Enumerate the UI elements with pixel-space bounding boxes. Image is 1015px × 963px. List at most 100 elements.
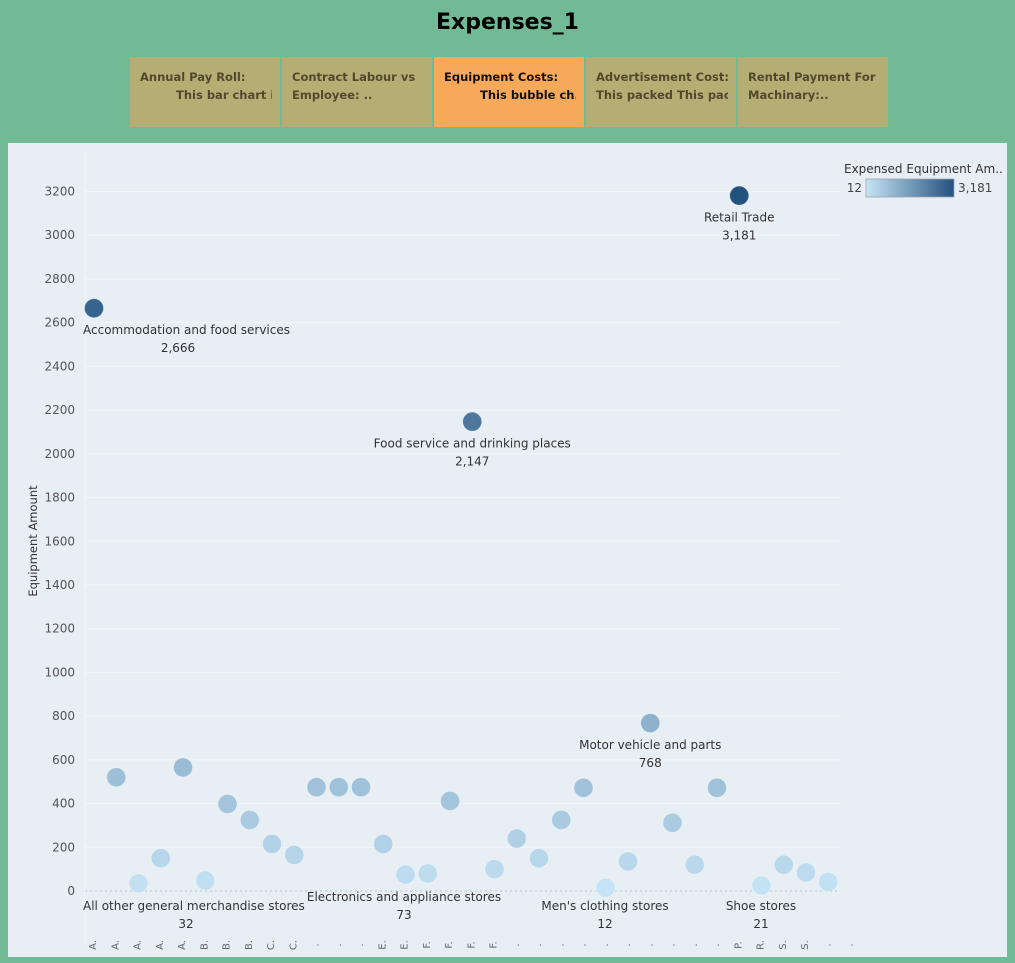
x-tick-label: . [600, 943, 611, 946]
tab-title: Advertisement Cost: [596, 70, 728, 84]
x-tick-label: . [555, 943, 566, 946]
data-bubble [395, 864, 416, 885]
x-tick-label: A. [133, 940, 144, 950]
bubble-value-label: 3,181 [722, 229, 756, 243]
data-bubble [417, 863, 438, 884]
data-bubble [351, 777, 371, 798]
x-tick-label: A. [88, 940, 99, 950]
data-bubble [484, 859, 505, 880]
x-tick-label: E. [377, 940, 388, 950]
data-bubble [373, 834, 394, 854]
x-tick-label: S. [778, 940, 789, 950]
bubble-label: Electronics and appliance stores [307, 890, 501, 904]
x-tick-label: F. [489, 941, 500, 948]
y-tick-label: 0 [67, 884, 75, 898]
tab-caption: This bar chart il.. [176, 88, 272, 102]
x-tick-label: E. [400, 940, 411, 950]
data-bubble [195, 870, 216, 891]
data-bubble [284, 845, 305, 865]
data-bubble [84, 298, 104, 319]
bubble-value-label: 32 [178, 917, 193, 931]
bubble-value-label: 12 [597, 917, 612, 931]
data-bubble [773, 854, 794, 875]
x-tick-label: C. [266, 940, 277, 950]
legend-max-label: 3,181 [958, 181, 992, 195]
bubble-label: Men's clothing stores [541, 899, 668, 913]
data-bubble [818, 871, 839, 892]
x-tick-label: . [511, 943, 522, 946]
y-tick-label: 800 [52, 709, 75, 723]
bubble-label: Food service and drinking places [374, 437, 571, 451]
x-tick-label: . [689, 943, 700, 946]
data-bubble [751, 875, 772, 896]
y-tick-label: 1600 [44, 534, 75, 548]
tab-caption: This bubble ch.. [480, 88, 576, 102]
data-bubble [328, 777, 349, 798]
legend-min-label: 12 [847, 181, 862, 195]
y-tick-label: 2600 [44, 316, 75, 330]
bubble-value-label: 2,666 [161, 341, 195, 355]
x-tick-label: . [533, 943, 544, 946]
data-bubble [128, 873, 149, 894]
story-tab-4[interactable]: Advertisement Cost: This packed This pack… [586, 57, 736, 127]
y-axis-title: Equipment Amount [26, 485, 40, 597]
y-tick-label: 2200 [44, 403, 75, 417]
bubble-chart: 0 200 400 600 800 1000 1200 1400 1600 1800 2000 220… [26, 151, 1003, 950]
x-tick-label: C. [288, 940, 299, 950]
x-tick-label: A. [177, 940, 188, 950]
x-tick-label: . [711, 943, 722, 946]
x-tick-label: . [644, 943, 655, 946]
data-bubble [640, 713, 661, 734]
legend-color-ramp [865, 178, 955, 198]
tab-caption: This packed This pack.. [596, 88, 728, 102]
x-tick-label: A. [110, 940, 121, 950]
x-tick-label: R. [756, 940, 767, 950]
bubble-value-label: 73 [396, 908, 411, 922]
x-tick-label: F. [444, 941, 455, 948]
y-tick-label: 1800 [44, 491, 75, 505]
bubble-label: Shoe stores [726, 899, 796, 913]
bubble-value-label: 21 [753, 917, 768, 931]
tab-caption: Employee: .. [292, 88, 373, 102]
data-bubble [595, 877, 616, 898]
data-bubble [796, 862, 816, 883]
dashboard-title: Expenses_1 [436, 10, 579, 35]
chart-panel: 0 200 400 600 800 1000 1200 1400 1600 1800 2000 220… [8, 143, 1007, 957]
bubble-label: All other general merchandise stores [83, 899, 305, 913]
x-tick-label: B. [199, 940, 210, 950]
story-tab-1[interactable]: Annual Pay Roll: This bar chart il.. [130, 57, 280, 127]
story-tab-2[interactable]: Contract Labour vs Employee: .. [282, 57, 432, 127]
y-tick-label: 1200 [44, 622, 75, 636]
story-tab-5[interactable]: Rental Payment For Machinary:.. [738, 57, 888, 127]
y-tick-label: 3200 [44, 185, 75, 199]
bubble-label: Motor vehicle and parts [579, 738, 721, 752]
data-bubble [662, 812, 683, 833]
x-tick-label: . [333, 943, 344, 946]
data-bubble [306, 777, 327, 798]
x-tick-label: S. [800, 940, 811, 950]
story-tab-3[interactable]: Equipment Costs: This bubble ch.. [434, 57, 584, 127]
y-tick-label: 400 [52, 797, 75, 811]
data-bubble [262, 834, 282, 854]
y-tick-label: 2000 [44, 447, 75, 461]
data-bubble [684, 854, 705, 875]
data-bubble [462, 411, 483, 432]
bubble-value-label: 2,147 [455, 455, 489, 469]
data-bubble [551, 810, 572, 830]
data-bubble [506, 828, 527, 849]
x-tick-label: F. [466, 941, 477, 948]
x-tick-label: . [667, 943, 678, 946]
x-tick-label: A. [155, 940, 166, 950]
x-tick-label: . [622, 943, 633, 946]
tab-title: Contract Labour vs [292, 70, 416, 84]
tab-caption: Machinary:.. [748, 88, 829, 102]
x-tick-label: B. [244, 940, 255, 950]
data-bubble [239, 810, 260, 830]
data-bubble [729, 185, 750, 206]
tab-title: Equipment Costs: [444, 70, 559, 84]
tab-title: Rental Payment For [748, 70, 876, 84]
bubble-value-label: 768 [639, 756, 662, 770]
x-tick-label: . [355, 943, 366, 946]
data-bubble [529, 848, 549, 869]
y-tick-label: 3000 [44, 228, 75, 242]
